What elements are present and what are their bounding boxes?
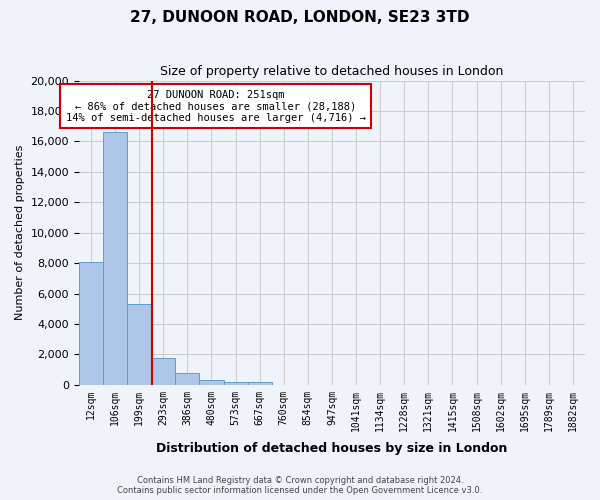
Bar [103, 132, 127, 385]
Title: Size of property relative to detached houses in London: Size of property relative to detached ho… [160, 65, 503, 78]
X-axis label: Distribution of detached houses by size in London: Distribution of detached houses by size … [156, 442, 508, 455]
Bar [127, 304, 151, 385]
Bar [199, 380, 224, 385]
Y-axis label: Number of detached properties: Number of detached properties [15, 145, 25, 320]
Text: 27, DUNOON ROAD, LONDON, SE23 3TD: 27, DUNOON ROAD, LONDON, SE23 3TD [130, 10, 470, 25]
Bar [224, 382, 248, 385]
Bar [151, 358, 175, 385]
Text: 27 DUNOON ROAD: 251sqm
← 86% of detached houses are smaller (28,188)
14% of semi: 27 DUNOON ROAD: 251sqm ← 86% of detached… [65, 90, 365, 123]
Text: Contains HM Land Registry data © Crown copyright and database right 2024.
Contai: Contains HM Land Registry data © Crown c… [118, 476, 482, 495]
Bar [79, 262, 103, 385]
Bar [248, 382, 272, 385]
Bar [175, 374, 199, 385]
